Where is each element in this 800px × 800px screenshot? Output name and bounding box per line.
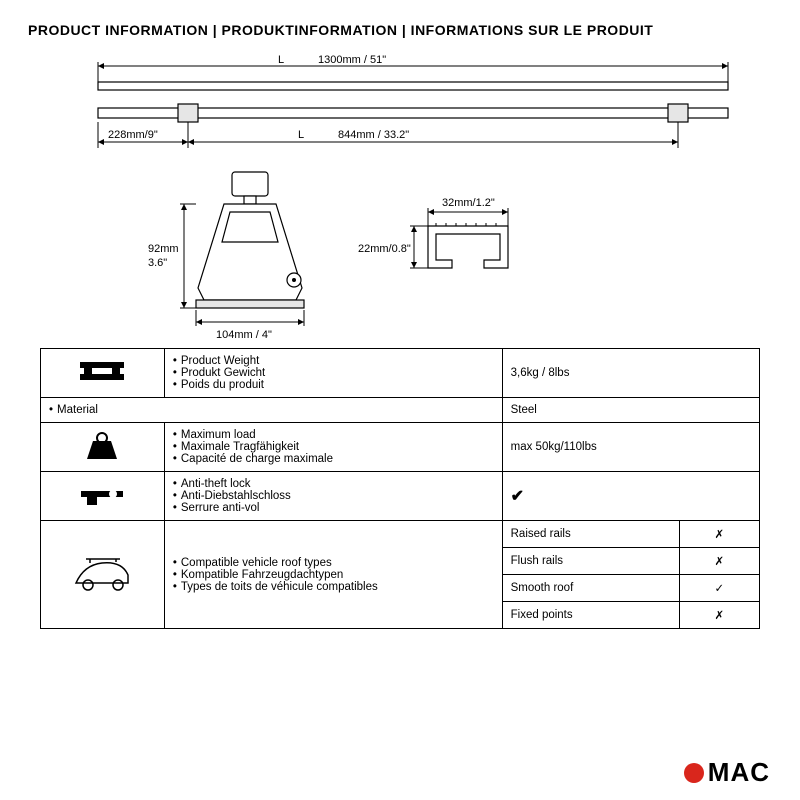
- label: Produkt Gewicht: [173, 367, 494, 379]
- value: 3,6kg / 8lbs: [502, 349, 759, 398]
- logo-text: MAC: [708, 757, 770, 788]
- bar-foot-left: [178, 104, 198, 122]
- compat-mark: ✗: [679, 521, 759, 548]
- logo-dot-icon: [684, 763, 704, 783]
- label: Maximale Tragfähigkeit: [173, 441, 494, 453]
- lock-icon: [41, 472, 165, 521]
- dim-foot-h-in: 3.6": [148, 257, 167, 269]
- compat-label: Flush rails: [502, 548, 679, 575]
- label: Serrure anti-vol: [173, 502, 494, 514]
- label: Anti-Diebstahlschloss: [173, 490, 494, 502]
- compat-mark: ✗: [679, 602, 759, 629]
- spec-table: Product Weight Produkt Gewicht Poids du …: [40, 348, 760, 629]
- label: Capacité de charge maximale: [173, 453, 494, 465]
- dim-prof-h: 22mm/0.8": [358, 243, 411, 255]
- value-check: ✔: [502, 472, 759, 521]
- label: Material: [49, 404, 494, 416]
- bar-top: [98, 82, 728, 90]
- row-compat-1: Compatible vehicle roof types Kompatible…: [41, 521, 760, 548]
- row-weight: Product Weight Produkt Gewicht Poids du …: [41, 349, 760, 398]
- dim-overall-L: L: [278, 54, 284, 66]
- label: Kompatible Fahrzeugdachtypen: [173, 569, 494, 581]
- bar-foot-right: [668, 104, 688, 122]
- page-title: PRODUCT INFORMATION | PRODUKTINFORMATION…: [0, 0, 800, 52]
- compat-mark: ✓: [679, 575, 759, 602]
- label: Maximum load: [173, 429, 494, 441]
- foot-drawing: 92mm 3.6" 104mm / 4": [148, 172, 304, 341]
- label: Anti-theft lock: [173, 478, 494, 490]
- compat-label: Fixed points: [502, 602, 679, 629]
- row-material: Material Steel: [41, 398, 760, 423]
- car-icon: [41, 521, 165, 629]
- weight-icon: [41, 423, 165, 472]
- dim-foot-w: 104mm / 4": [216, 329, 272, 341]
- row-lock: Anti-theft lock Anti-Diebstahlschloss Se…: [41, 472, 760, 521]
- dim-inner-L: L: [298, 129, 304, 141]
- bars-icon: [41, 349, 165, 398]
- value: Steel: [502, 398, 759, 423]
- compat-label: Raised rails: [502, 521, 679, 548]
- dim-overall: 1300mm / 51": [318, 54, 386, 66]
- label: Types de toits de véhicule compatibles: [173, 581, 494, 593]
- brand-logo: MAC: [684, 757, 770, 788]
- label: Compatible vehicle roof types: [173, 557, 494, 569]
- label: Poids du produit: [173, 379, 494, 391]
- dim-offset: 228mm/9": [108, 129, 158, 141]
- compat-label: Smooth roof: [502, 575, 679, 602]
- row-maxload: Maximum load Maximale Tragfähigkeit Capa…: [41, 423, 760, 472]
- value: max 50kg/110lbs: [502, 423, 759, 472]
- dim-foot-h-mm: 92mm: [148, 243, 179, 255]
- dim-prof-w: 32mm/1.2": [442, 197, 495, 209]
- dim-inner: 844mm / 33.2": [338, 129, 409, 141]
- technical-diagram: L 1300mm / 51" 228mm/9" L 844mm / 33.2" …: [28, 52, 772, 342]
- compat-mark: ✗: [679, 548, 759, 575]
- profile-drawing: 32mm/1.2" 22mm/0.8": [358, 197, 508, 268]
- label: Product Weight: [173, 355, 494, 367]
